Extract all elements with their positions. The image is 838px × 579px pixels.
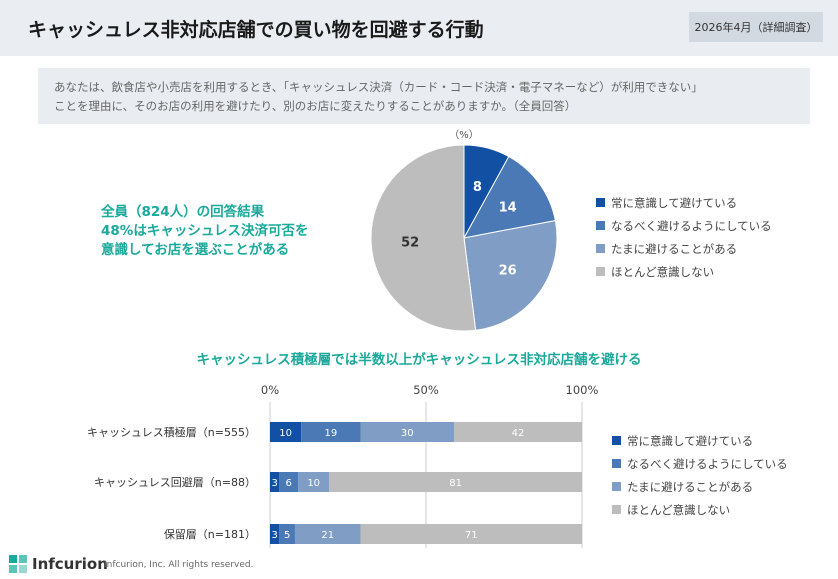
x-tick-label: 100% [566, 383, 599, 397]
pie-slice [463, 155, 556, 239]
bar-segment [279, 524, 295, 544]
pie-slice-value: 14 [499, 200, 517, 215]
summary-line-2: 48%はキャッシュレス決済可否を [101, 223, 309, 239]
infcurion-logo-icon [9, 555, 27, 573]
bar-segment [270, 472, 280, 492]
legend-label: 常に意識して避けている [627, 433, 754, 448]
bar-value-label: 21 [321, 530, 334, 541]
bar-segment [329, 472, 582, 492]
bar-segment [270, 524, 280, 544]
summary-text: 全員（824人）の回答結果 48%はキャッシュレス決済可否を 意識してお店を選ぶ… [101, 203, 309, 260]
bar-segment [454, 422, 582, 442]
pie-slice-value: 26 [499, 264, 517, 279]
category-label: 保留層（n=181） [164, 527, 256, 541]
question-box: あなたは、飲食店や小売店を利用するとき、「キャッシュレス決済（カード・コード決済… [38, 68, 810, 124]
x-tick-label: 50% [413, 383, 439, 397]
legend-label: 常に意識して避けている [611, 195, 738, 210]
legend-label: たまに避けることがある [627, 479, 754, 494]
bar-value-label: 3 [271, 530, 277, 541]
legend-swatch [596, 221, 605, 230]
bar-legend: 常に意識して避けているなるべく避けるようにしている たまに避けることがある ほとんど… [612, 429, 788, 521]
page-title: キャッシュレス非対応店舗での買い物を回避する行動 [28, 19, 484, 41]
summary-line-3: 意識してお店を選ぶことがある [101, 242, 290, 258]
legend-swatch [612, 436, 621, 445]
summary-line-1: 全員（824人）の回答結果 [101, 204, 265, 220]
category-label: キャッシュレス回避層（n=88） [94, 475, 256, 489]
bar-value-label: 10 [279, 428, 292, 439]
date-badge: 2026年4月（詳細調査） [689, 12, 823, 42]
company-logo: Infcurion [8, 554, 108, 574]
pie-slice-value: 52 [401, 235, 419, 250]
legend-label: ほとんど意識しない [627, 502, 731, 517]
bar-segment [298, 472, 330, 492]
legend-swatch [596, 267, 605, 276]
x-tick-label: 0% [261, 383, 279, 397]
legend-item: たまに避けることがある [596, 237, 772, 260]
legend-label: なるべく避けるようにしている [627, 456, 788, 471]
bar-value-label: 10 [307, 478, 320, 489]
bar-chart-title: キャッシュレス積極層では半数以上がキャッシュレス非対応店舗を避ける [196, 352, 642, 368]
legend-item: ほとんど意識しない [596, 260, 772, 283]
pie-legend: 常に意識して避けているなるべく避けるようにしている たまに避けることがある ほとんど… [596, 191, 772, 283]
legend-label: たまに避けることがある [611, 241, 738, 256]
legend-item: 常に意識して避けている [596, 191, 772, 214]
bar-value-label: 5 [284, 530, 290, 541]
legend-label: なるべく避けるようにしている [611, 218, 772, 233]
bar-segment [294, 524, 361, 544]
bar-segment [279, 472, 299, 492]
pie-slice [370, 144, 477, 332]
header-bar: キャッシュレス非対応店舗での買い物を回避する行動 2026年4月（詳細調査） [0, 0, 838, 56]
copyright: Infcurion, Inc. All rights reserved. [104, 560, 254, 570]
legend-item: ほとんど意識しない [612, 498, 788, 521]
bar-segment [360, 524, 582, 544]
logo-text: Infcurion [32, 555, 108, 573]
bar-segment [360, 422, 455, 442]
category-label: キャッシュレス積極層（n=555） [87, 425, 256, 439]
pie-slice-value: 8 [473, 180, 482, 195]
question-line-1: あなたは、飲食店や小売店を利用するとき、「キャッシュレス決済（カード・コード決済… [54, 80, 703, 94]
bar-segment [301, 422, 361, 442]
legend-swatch [612, 459, 621, 468]
legend-item: たまに避けることがある [612, 475, 788, 498]
question-line-2: ことを理由に、そのお店の利用を避けたり、別のお店に変えたりすることがありますか。… [54, 99, 577, 113]
legend-swatch [596, 244, 605, 253]
bar-value-label: 71 [465, 530, 478, 541]
bar-value-label: 19 [324, 428, 337, 439]
bar-segment [270, 422, 302, 442]
bar-value-label: 81 [449, 478, 462, 489]
bar-value-label: 6 [286, 478, 292, 489]
legend-swatch [612, 482, 621, 491]
legend-item: なるべく避けるようにしている [596, 214, 772, 237]
bar-value-label: 30 [401, 428, 414, 439]
legend-swatch [612, 505, 621, 514]
legend-item: 常に意識して避けている [612, 429, 788, 452]
pie-slice [463, 219, 558, 331]
legend-label: ほとんど意識しない [611, 264, 715, 279]
bar-value-label: 42 [512, 428, 525, 439]
pie-unit-label: （%） [449, 129, 479, 141]
legend-swatch [596, 198, 605, 207]
legend-item: なるべく避けるようにしている [612, 452, 788, 475]
bar-value-label: 3 [271, 478, 277, 489]
pie-slice [463, 144, 510, 239]
